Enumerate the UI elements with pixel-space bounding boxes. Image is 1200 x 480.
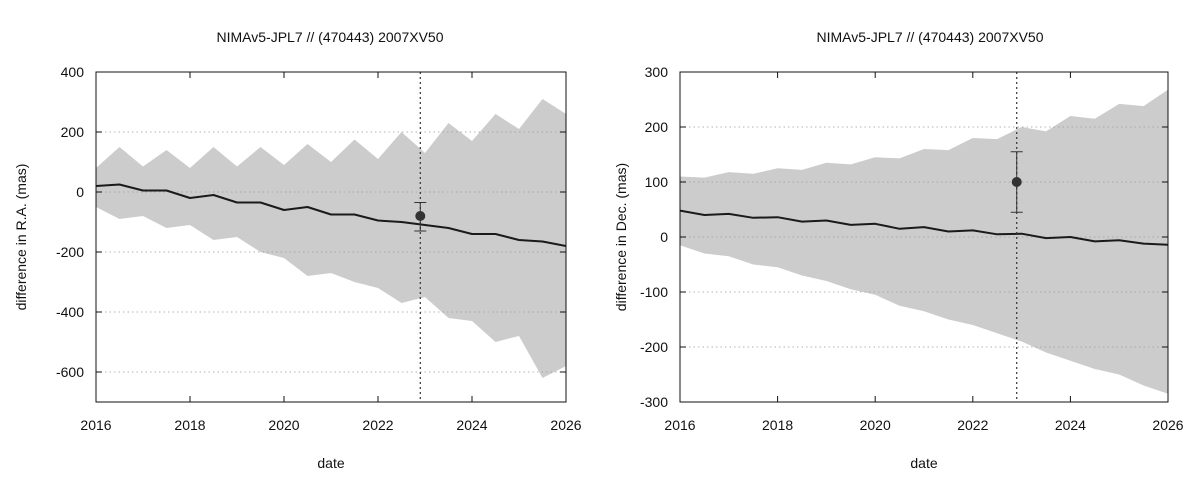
observation-point — [1011, 177, 1022, 187]
y-tick-label: 200 — [645, 119, 669, 135]
chart-title: NIMAv5-JPL7 // (470443) 2007XV50 — [217, 29, 444, 45]
y-tick-label: -200 — [56, 244, 84, 260]
x-tick-label: 2024 — [1055, 417, 1086, 433]
y-tick-label: -600 — [56, 364, 84, 380]
y-axis-label: difference in R.A. (mas) — [13, 164, 29, 311]
mean-difference-line — [96, 183, 566, 247]
y-tick-label: 100 — [645, 174, 669, 190]
x-tick-label: 2018 — [174, 417, 205, 433]
x-tick-label: 2020 — [860, 417, 891, 433]
y-tick-label: 200 — [61, 124, 85, 140]
chart-panel-1: NIMAv5-JPL7 // (470443) 2007XV50 -600 -400… — [13, 29, 582, 471]
observation-point — [415, 211, 426, 221]
x-tick-label: 2022 — [957, 417, 988, 433]
x-axis-label: date — [317, 455, 344, 471]
y-axis-label: difference in Dec. (mas) — [613, 163, 629, 311]
x-tick-label: 2018 — [762, 417, 793, 433]
x-tick-label: 2020 — [268, 417, 299, 433]
x-tick-label: 2022 — [362, 417, 393, 433]
y-tick-label: -200 — [640, 339, 668, 355]
y-tick-label: 0 — [660, 229, 668, 245]
uncertainty-band — [96, 99, 566, 378]
x-tick-label: 2026 — [1152, 417, 1183, 433]
y-tick-label: 300 — [645, 64, 669, 80]
uncertainty-band — [680, 89, 1168, 394]
mean-difference-line — [680, 209, 1168, 246]
x-tick-label: 2016 — [664, 417, 695, 433]
plot-frame — [95, 71, 567, 403]
chart-title: NIMAv5-JPL7 // (470443) 2007XV50 — [817, 29, 1044, 45]
y-tick-label: 400 — [61, 64, 85, 80]
x-tick-label: 2016 — [80, 417, 111, 433]
y-tick-label: 0 — [76, 184, 84, 200]
x-tick-label: 2026 — [550, 417, 581, 433]
y-tick-label: -100 — [640, 284, 668, 300]
x-tick-label: 2024 — [456, 417, 487, 433]
chart-panel-2: NIMAv5-JPL7 // (470443) 2007XV50 -300 -200… — [613, 29, 1184, 471]
y-tick-label: -300 — [640, 394, 668, 410]
x-axis-label: date — [910, 455, 937, 471]
y-tick-label: -400 — [56, 304, 84, 320]
